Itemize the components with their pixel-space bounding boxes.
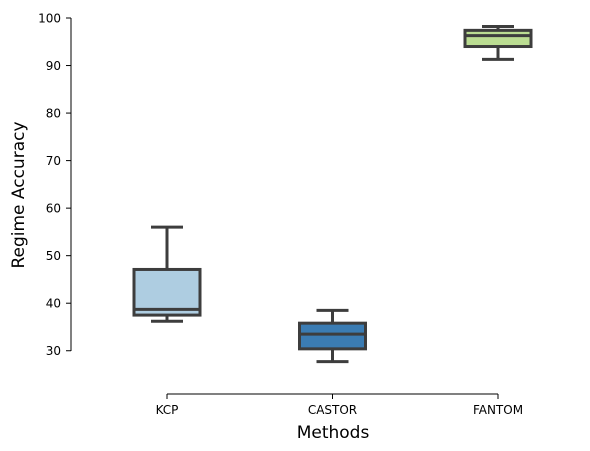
y-tick-label-80: 80 [46,107,61,121]
box-castor [298,308,367,364]
y-axis-title: Regime Accuracy [9,121,29,268]
box-fantom [463,25,533,61]
x-tick-label-kcp: KCP [156,403,179,417]
y-tick-label-50: 50 [46,249,61,263]
box-kcp [132,225,202,323]
y-tick-label-60: 60 [46,202,61,216]
x-tick-label-fantom: FANTOM [473,403,523,417]
y-tick-label-40: 40 [46,297,61,311]
castor-box [298,321,367,351]
y-tick-label-100: 100 [38,12,61,26]
y-tick-label-70: 70 [46,154,61,168]
y-axis-ticks: 30 40 50 60 70 80 90 100 [38,12,71,358]
box-series [132,25,533,364]
y-tick-label-90: 90 [46,59,61,73]
fantom-box [463,28,533,49]
kcp-box [132,267,202,317]
x-tick-label-castor: CASTOR [308,403,357,417]
x-axis-ticks: KCP CASTOR FANTOM [156,394,523,417]
x-axis-title: Methods [297,423,370,443]
y-tick-label-30: 30 [46,344,61,358]
y-axis: 30 40 50 60 70 80 90 100 [38,12,72,358]
x-axis: KCP CASTOR FANTOM [156,393,523,417]
